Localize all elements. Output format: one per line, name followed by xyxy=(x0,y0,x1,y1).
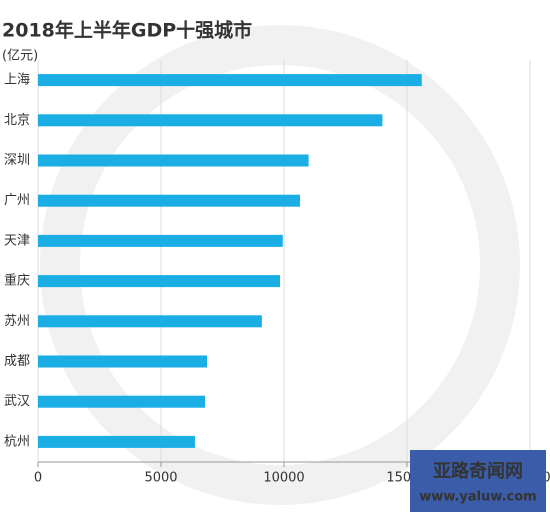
bar xyxy=(38,154,309,167)
bar xyxy=(38,74,422,87)
y-tick-label: 苏州 xyxy=(4,313,30,329)
bar xyxy=(38,194,300,207)
bar xyxy=(38,315,262,328)
chart-subtitle: (亿元) xyxy=(2,49,38,64)
background-watermark xyxy=(40,25,520,505)
y-tick-label: 广州 xyxy=(4,193,30,208)
bar xyxy=(38,234,283,247)
y-tick-label: 武汉 xyxy=(4,394,30,409)
x-tick-label: 10000 xyxy=(263,471,304,486)
y-tick-label: 重庆 xyxy=(4,273,30,289)
y-tick-label: 深圳 xyxy=(4,153,30,168)
y-tick-label: 上海 xyxy=(4,73,30,88)
x-tick-label: 5000 xyxy=(144,471,177,486)
y-tick-label: 北京 xyxy=(4,113,30,128)
bar xyxy=(38,114,383,127)
bar xyxy=(38,435,195,448)
y-tick-label: 天津 xyxy=(4,233,30,248)
bar xyxy=(38,355,208,368)
logo-url: www.yaluw.com xyxy=(419,490,536,505)
x-tick-label: 0 xyxy=(34,471,42,486)
chart-title: 2018年上半年GDP十强城市 xyxy=(2,19,252,42)
logo-box xyxy=(410,450,546,512)
logo-name: 亚路奇闻网 xyxy=(433,460,523,482)
bar xyxy=(38,275,281,288)
y-tick-label: 杭州 xyxy=(4,434,30,449)
bar xyxy=(38,395,206,408)
y-tick-label: 成都 xyxy=(4,354,30,369)
